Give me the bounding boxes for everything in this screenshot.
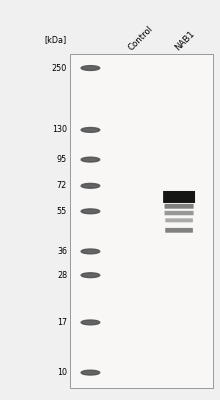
- Text: 36: 36: [57, 247, 67, 256]
- Ellipse shape: [81, 273, 100, 278]
- Text: [kDa]: [kDa]: [45, 35, 67, 44]
- Ellipse shape: [81, 320, 100, 325]
- Text: NAB1: NAB1: [173, 29, 196, 52]
- Ellipse shape: [81, 128, 100, 132]
- Ellipse shape: [81, 184, 100, 188]
- Text: 10: 10: [57, 368, 67, 377]
- Text: 95: 95: [57, 155, 67, 164]
- Text: 250: 250: [52, 64, 67, 72]
- FancyBboxPatch shape: [165, 204, 194, 209]
- FancyBboxPatch shape: [165, 218, 193, 222]
- Ellipse shape: [81, 66, 100, 70]
- Ellipse shape: [81, 209, 100, 214]
- Text: 28: 28: [57, 271, 67, 280]
- FancyBboxPatch shape: [70, 54, 213, 388]
- Ellipse shape: [81, 370, 100, 375]
- Text: 17: 17: [57, 318, 67, 327]
- Text: 130: 130: [52, 126, 67, 134]
- Ellipse shape: [81, 157, 100, 162]
- FancyBboxPatch shape: [163, 191, 195, 203]
- Ellipse shape: [81, 249, 100, 254]
- Text: 55: 55: [57, 207, 67, 216]
- Text: 72: 72: [57, 181, 67, 190]
- FancyBboxPatch shape: [165, 228, 193, 233]
- Text: Control: Control: [127, 24, 155, 52]
- FancyBboxPatch shape: [165, 211, 194, 215]
